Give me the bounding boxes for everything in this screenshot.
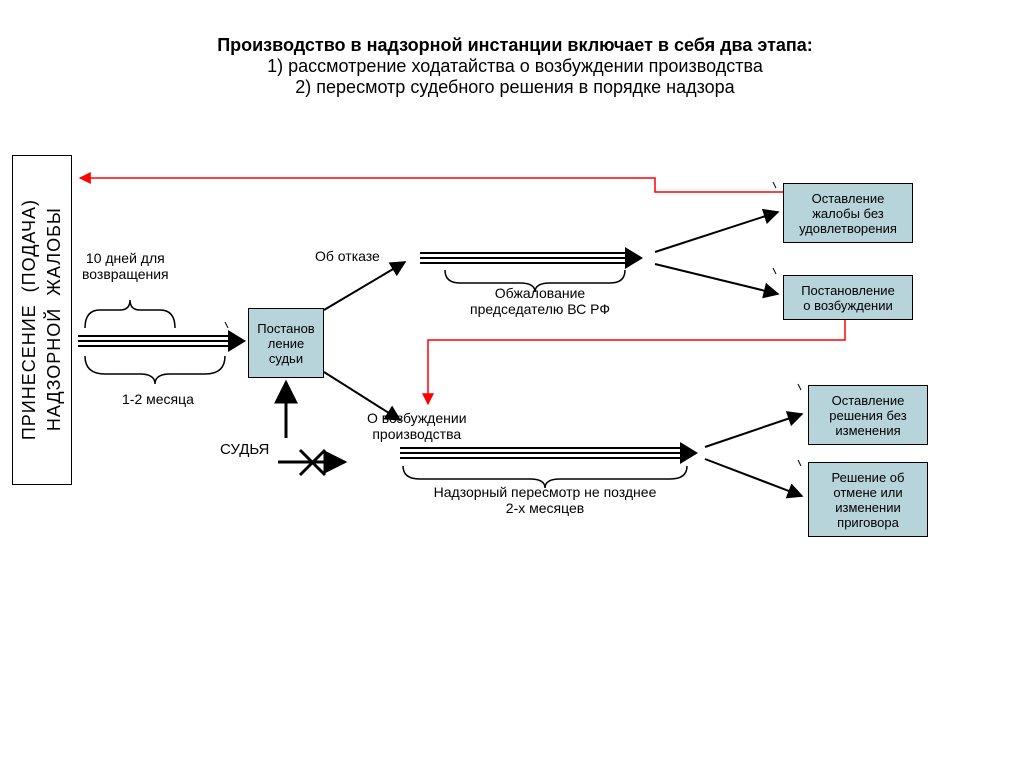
node-initiate-ruling: Постановление о возбуждении [783,275,913,320]
flow-refusal-triple [420,247,643,269]
node-complaint-denied-label: Оставление жалобы без удовлетворения [799,191,897,236]
node-decision-unchanged-label: Оставление решения без изменения [829,393,906,438]
label-appeal: Обжалование председателю ВС РФ [450,285,630,317]
title-block: Производство в надзорной инстанции включ… [80,35,950,98]
label-on-initiation: О возбуждении производства [367,410,467,442]
vertical-complaint-text: ПРИНЕСЕНИЕ (ПОДАЧА) НАДЗОРНОЙ ЖАЛОБЫ [17,199,67,440]
label-refusal: Об отказе [315,248,380,264]
node-complaint-denied: Оставление жалобы без удовлетворения [783,183,913,243]
brace-ten-days [85,300,175,328]
title-line-1: Производство в надзорной инстанции включ… [80,35,950,56]
node-judge-decision-label: Постанов ление судьи [257,321,314,366]
label-judge: СУДЬЯ [220,441,269,458]
red-arrow-feedback-top [80,178,783,192]
label-ten-days: 10 дней для возвращения [82,250,169,282]
node-initiate-ruling-label: Постановление о возбуждении [801,283,895,313]
brace-one-two-months [85,356,225,384]
arrow-to-refusal [324,262,405,310]
label-one-two-months: 1-2 месяца [122,391,194,407]
arrow-to-complaint-denied [655,212,778,252]
label-review-deadline: Надзорный пересмотр не позднее 2-х месяц… [405,484,685,516]
arrow-to-decision-change [705,459,802,496]
flow-entry-triple [78,330,246,352]
title-line-3: 2) пересмотр судебного решения в порядке… [80,77,950,98]
vertical-complaint-box: ПРИНЕСЕНИЕ (ПОДАЧА) НАДЗОРНОЙ ЖАЛОБЫ [12,155,72,485]
diagram-svg-overlay [0,0,1024,767]
node-decision-change: Решение об отмене или изменении приговор… [808,462,928,537]
red-arrow-feedback-mid [428,320,845,404]
node-decision-change-label: Решение об отмене или изменении приговор… [832,470,905,530]
arrow-to-initiate-ruling [655,264,778,294]
title-line-2: 1) рассмотрение ходатайства о возбуждени… [80,56,950,77]
node-judge-decision: Постанов ление судьи [248,308,324,378]
node-decision-unchanged: Оставление решения без изменения [808,385,928,445]
arrow-to-decision-unchanged [705,414,802,447]
flow-initiation-triple [400,442,698,464]
judge-crossed-arrow [278,450,345,475]
